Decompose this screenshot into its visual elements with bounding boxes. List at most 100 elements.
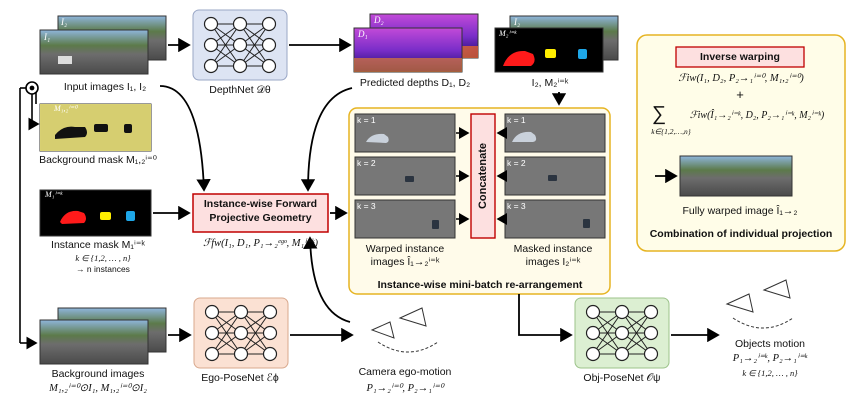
net-edge — [211, 311, 242, 355]
inverse-panel — [636, 34, 846, 252]
net-node — [614, 346, 630, 362]
camera-obj-glyph — [725, 279, 794, 329]
inverse-title-box — [675, 46, 805, 68]
background-images — [39, 307, 167, 365]
instance-mask-label: Instance mask M₁ⁱ⁼ᵏ — [51, 239, 145, 251]
warped-label-line1: Warped instance — [365, 243, 445, 255]
masked-tag-k1: k = 1 — [507, 115, 526, 125]
net-node — [203, 37, 219, 53]
net-edge — [240, 311, 271, 355]
flow-arrows — [153, 37, 720, 343]
warped-label-line2: images Î₁→₂ⁱ⁼ᵏ — [370, 256, 440, 268]
inverse-sum-symbol: ∑ — [651, 103, 667, 125]
inverse-title: Inverse warping — [700, 51, 780, 63]
ego-motion-label: Camera ego-motion — [358, 366, 452, 378]
instance-mask-image — [39, 189, 152, 237]
net-node — [643, 304, 659, 320]
inverse-plus: + — [736, 87, 744, 102]
net-edge — [621, 311, 652, 355]
background-mask-image — [39, 103, 152, 152]
inverse-formula-1: ℱiw(I₁, D₂, P₂→₁ⁱ⁼⁰, M₁,₂ⁱ⁼⁰) — [678, 73, 804, 84]
warped-tag-k1: k = 1 — [357, 115, 376, 125]
objects-motion-range: k ∈ {1,2, … , n} — [742, 368, 798, 378]
instance-mask-tag: M₁ⁱ⁼ᵏ — [45, 190, 63, 199]
warped-tag-k3: k = 3 — [357, 201, 376, 211]
net-node — [643, 325, 659, 341]
net-node — [585, 304, 601, 320]
net-node — [262, 325, 278, 341]
depth-tag-2: D₂ — [374, 15, 384, 25]
net-node — [204, 346, 220, 362]
camera-ego-glyph — [370, 307, 439, 353]
masked-tag-1: M₂ⁱ⁼ᵏ — [499, 29, 517, 38]
ego-motion-formula: P₁→₂ⁱ⁼⁰, P₂→₁ⁱ⁼⁰ — [366, 383, 444, 394]
predicted-depths-label: Predicted depths D₁, D₂ — [359, 77, 471, 89]
background-mask-label: Background mask M₁,₂ⁱ⁼⁰ — [39, 154, 157, 166]
net-node — [261, 16, 277, 32]
concatenate-box — [470, 113, 496, 239]
net-node — [203, 58, 219, 74]
instance-count-label: → n instances — [76, 264, 130, 274]
net-node — [204, 304, 220, 320]
net-edge — [239, 23, 270, 67]
input-images-label: Input images I₁, I₂ — [63, 81, 147, 93]
car-thumbnail — [58, 56, 72, 64]
neural-net-glyphs — [203, 16, 659, 362]
inverse-formula-2: ℱiw(Î₁→₂ⁱ⁼ᵏ, D₂, P₂→₁ⁱ⁼ᵏ, M₂ⁱ⁼ᵏ) — [689, 110, 825, 121]
fully-warped-image — [679, 155, 793, 197]
masked-images-label: I₂, M₂ⁱ⁼ᵏ — [531, 77, 569, 89]
fully-warped-label: Fully warped image Î₁→₂ — [682, 205, 798, 217]
input-tag-2: I₂ — [61, 17, 68, 27]
net-node — [204, 325, 220, 341]
net-node — [203, 16, 219, 32]
net-node — [643, 346, 659, 362]
masked-label-line2: images I₂ⁱ⁼ᵏ — [525, 256, 581, 268]
warped-tag-k2: k = 2 — [357, 158, 376, 168]
net-node — [261, 58, 277, 74]
objects-motion-label: Objects motion — [734, 338, 806, 350]
net-node — [585, 346, 601, 362]
net-node — [233, 304, 249, 320]
forward-title-line2: Projective Geometry — [209, 212, 312, 224]
net-node — [232, 58, 248, 74]
masked-tag-k3: k = 3 — [507, 201, 526, 211]
minibatch-title: Instance-wise mini-batch re-arrangement — [377, 279, 583, 291]
net-edge — [210, 23, 241, 67]
concatenate-arrows — [456, 127, 507, 225]
depthnet-label: DepthNet 𝒟θ — [209, 84, 271, 96]
predicted-depths — [353, 13, 479, 73]
net-node — [233, 325, 249, 341]
masked-label-line1: Masked instance — [513, 243, 593, 255]
inverse-sum-range: k∈{1,2,…,n} — [651, 127, 691, 136]
forward-projection-box — [192, 193, 329, 233]
obj-posenet-label: Obj-PoseNet 𝒪ψ — [583, 372, 661, 384]
background-images-formula: M₁,₂ⁱ⁼⁰⊙I₁, M₁,₂ⁱ⁼⁰⊙I₂ — [49, 383, 147, 394]
net-node — [262, 346, 278, 362]
input-images — [39, 15, 167, 75]
ego-posenet-label: Ego-PoseNet ℰϕ — [201, 372, 279, 384]
target-mask-images — [494, 15, 619, 73]
net-node — [614, 325, 630, 341]
forward-formula: ℱfw(I₁, D₁, P₁→₂ᵉᵍᵒ, M₁ⁱ⁼ᵏ) — [202, 238, 319, 249]
background-mask-tag: M₁,₂ⁱ⁼⁰ — [54, 104, 78, 113]
net-edge — [592, 311, 623, 355]
forward-title-line1: Instance-wise Forward — [203, 198, 318, 210]
objects-motion-formula: P₁→₂ⁱ⁼ᵏ, P₂→₁ⁱ⁼ᵏ — [732, 353, 808, 364]
net-node — [614, 304, 630, 320]
net-node — [585, 325, 601, 341]
instance-range-label: k ∈ {1,2, … , n} — [75, 253, 131, 263]
input-split-junction — [19, 81, 40, 350]
depth-tag-1: D₁ — [358, 29, 368, 39]
masked-instance-tiles — [504, 113, 606, 239]
masked-tag-2: I₂ — [514, 17, 521, 27]
input-tag-1: I₁ — [44, 32, 51, 42]
net-node — [262, 304, 278, 320]
concatenate-label: Concatenate — [477, 142, 489, 210]
background-images-title: Background images — [51, 368, 145, 380]
masked-tag-k2: k = 2 — [507, 158, 526, 168]
warped-instance-tiles — [354, 113, 456, 239]
net-node — [232, 37, 248, 53]
inverse-caption: Combination of individual projection — [649, 228, 833, 240]
net-node — [233, 346, 249, 362]
